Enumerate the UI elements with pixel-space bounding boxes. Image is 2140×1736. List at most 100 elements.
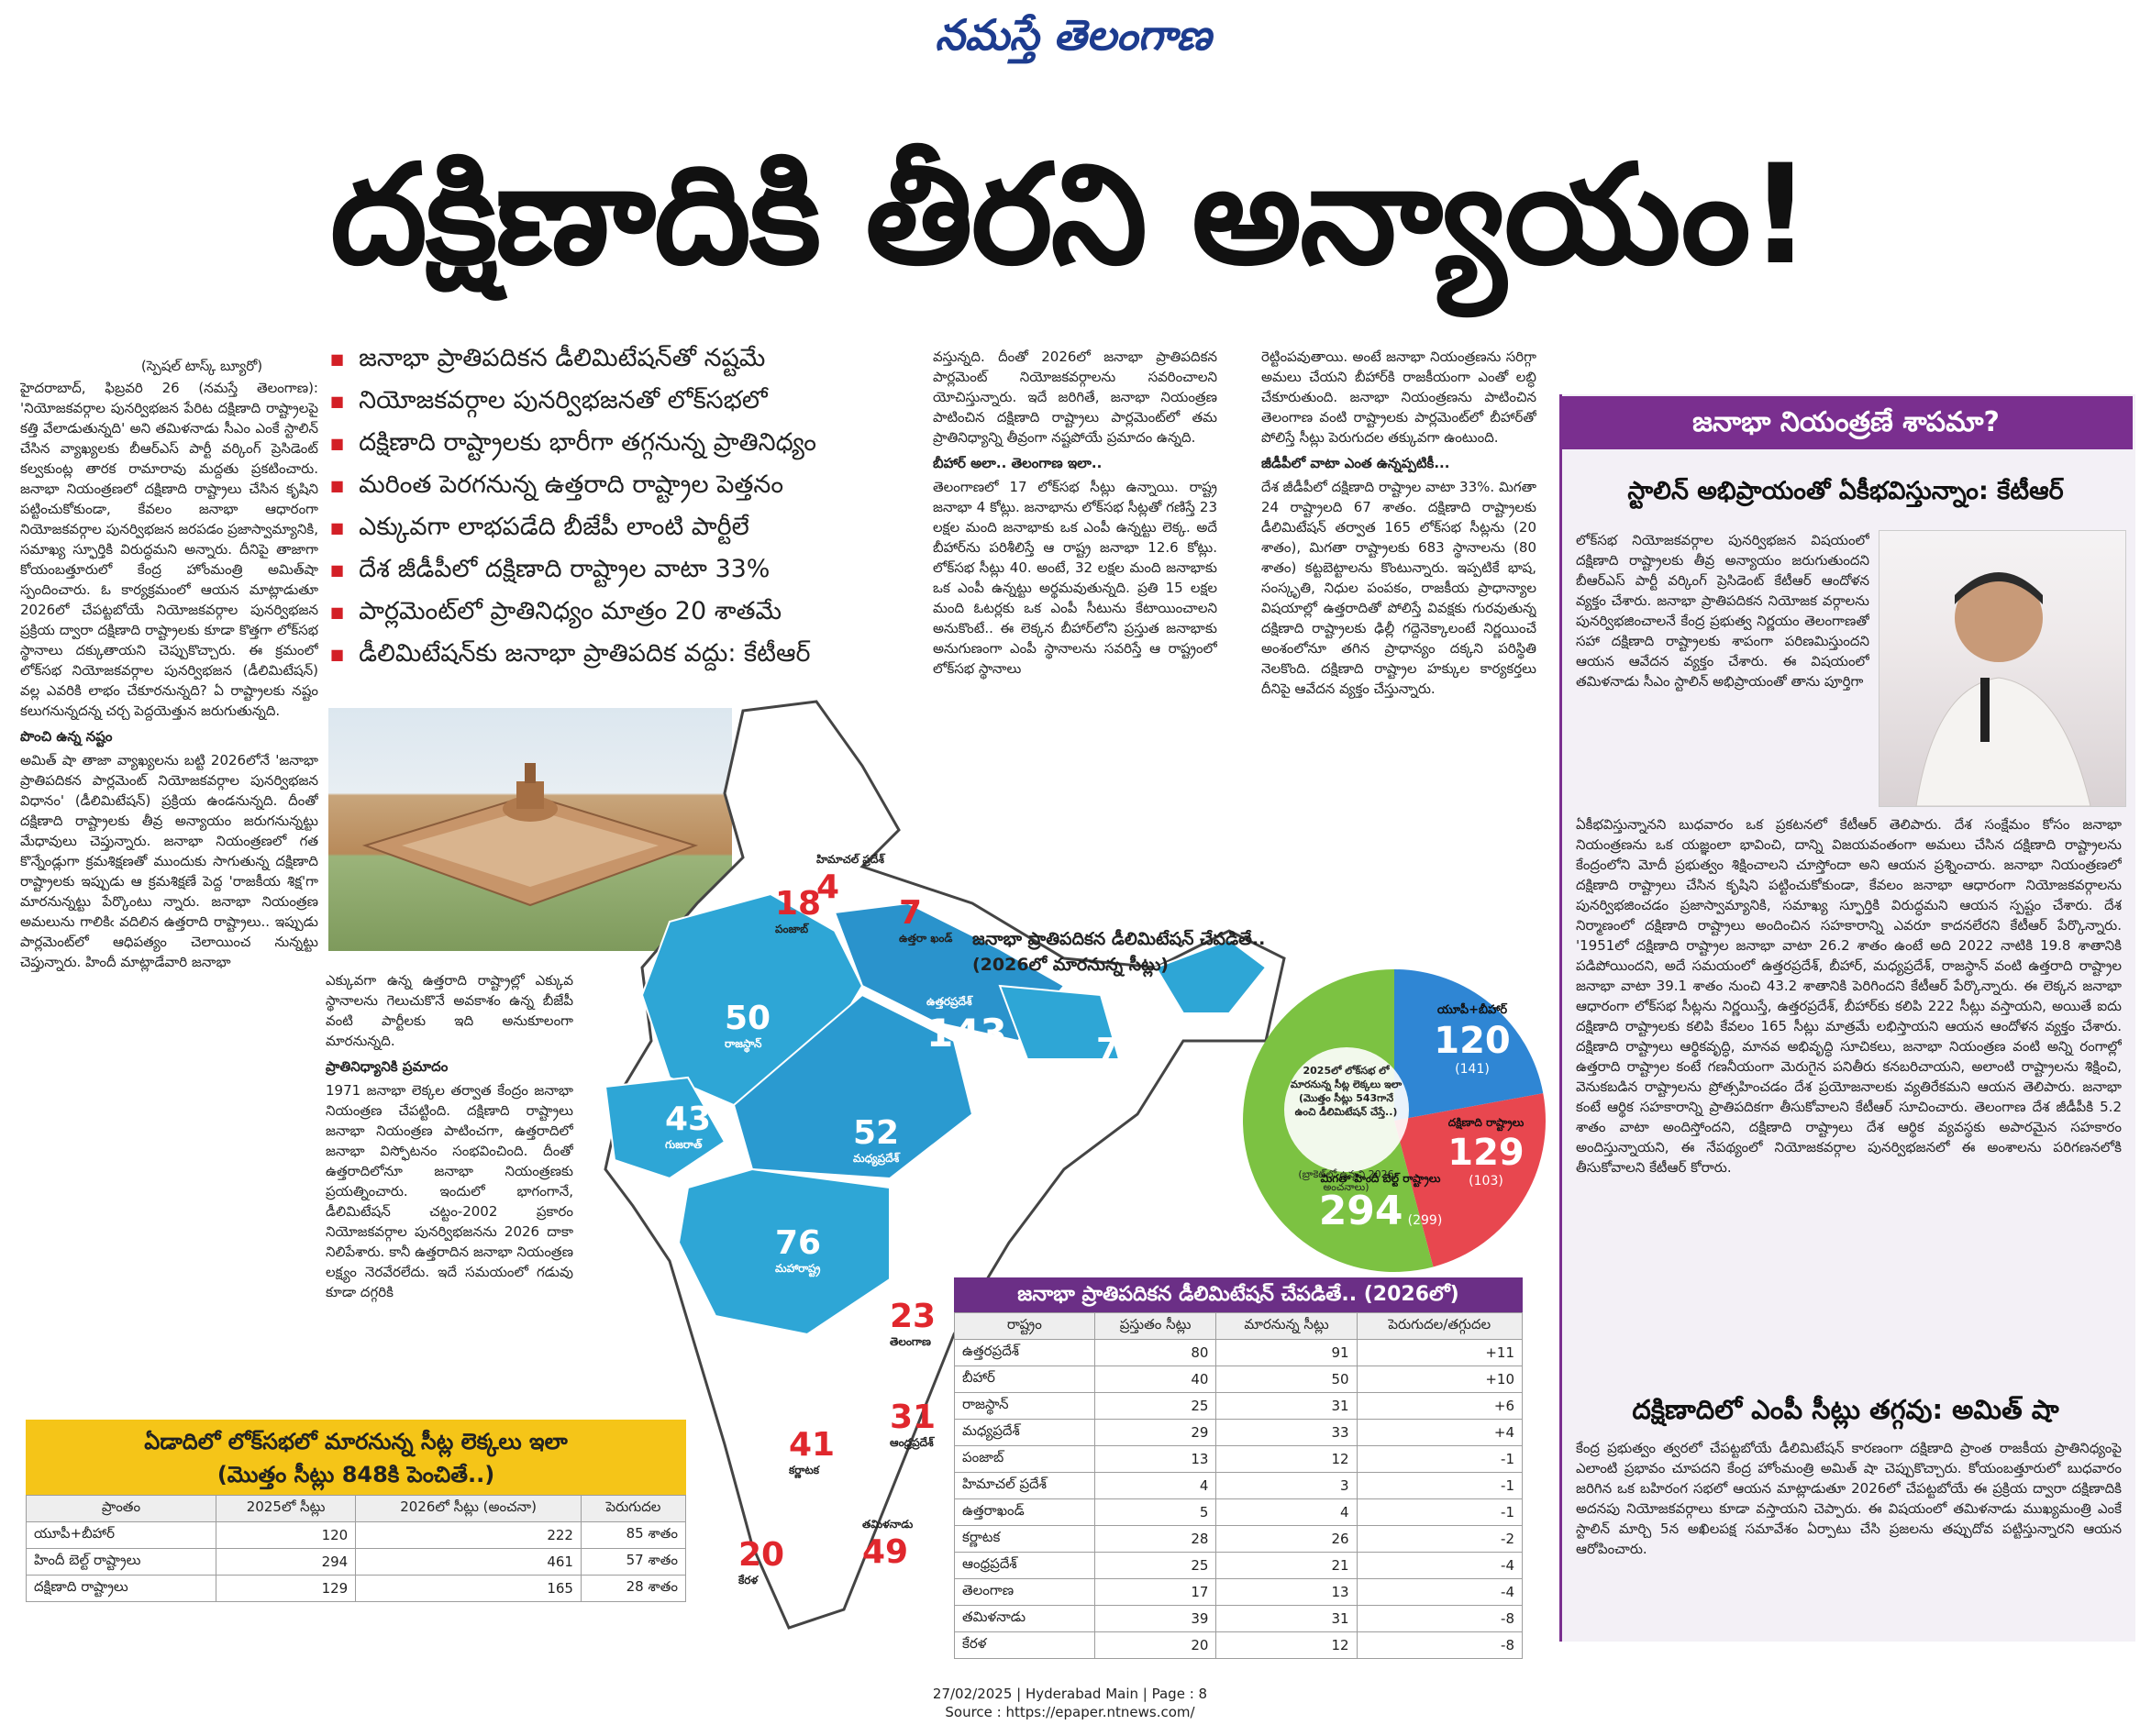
- table-row: మధ్యప్రదేశ్ 29 33 +4: [954, 1419, 1524, 1446]
- map-label-tamil-nadu: తమిళనాడు 49: [862, 1518, 913, 1571]
- table-cell: -2: [1356, 1525, 1524, 1553]
- table-cell: 20: [1093, 1631, 1217, 1659]
- table-cell: తెలంగాణ: [954, 1578, 1095, 1606]
- state-name: మహారాష్ట్ర: [775, 1262, 821, 1275]
- article-column-3: వస్తున్నది. దీంతో 2026లో జనాభా ప్రాతిపది…: [933, 347, 1217, 908]
- map-label-karnataka: 41 కర్ణాటక: [789, 1426, 835, 1479]
- table-cell: -4: [1356, 1552, 1524, 1579]
- seats-summary-title: ఏడాదిలో లోక్‌సభలో మారనున్న సీట్ల లెక్కలు…: [26, 1420, 686, 1495]
- table-row: బీహార్ 40 50 +10: [954, 1366, 1524, 1393]
- table-cell: 17: [1093, 1578, 1217, 1606]
- pie-center-note-2: (బ్రాకెట్‌లో ఉన్నవి 2026 అంచనాలు): [1298, 1168, 1394, 1193]
- table-cell: 31: [1215, 1392, 1358, 1420]
- state-seats-title: జనాభా ప్రాతిపదికన డీలిమిటేషన్ చేపడితే.. …: [954, 1277, 1523, 1312]
- highlight-item: నియోజకవర్గాల పునర్విభజనతో లోక్‌సభలో: [330, 380, 908, 422]
- column-4-subhead: జీడీపీలో వాటా ఎంత ఉన్నప్పటికీ...: [1261, 455, 1450, 471]
- table-cell: 13: [1215, 1578, 1358, 1606]
- highlight-item: పార్లమెంట్‌లో ప్రాతినిధ్యం మాత్రం 20 శాత…: [330, 591, 908, 633]
- table-cell: 85 శాతం: [580, 1521, 687, 1549]
- state-name: గుజరాత్: [665, 1138, 703, 1151]
- table-cell: హిందీ బెల్ట్ రాష్ట్రాలు: [26, 1548, 216, 1576]
- table-cell: 25: [1093, 1552, 1217, 1579]
- table-cell: ఉత్తరప్రదేశ్: [954, 1339, 1095, 1366]
- table-cell: +10: [1356, 1366, 1524, 1393]
- state-name: తెలంగాణ: [890, 1335, 931, 1348]
- segment-bracket: (299): [1407, 1213, 1443, 1228]
- table-cell: 120: [215, 1521, 357, 1549]
- pie-segment-up-bihar: [1394, 969, 1544, 1121]
- state-name: ఉత్తరప్రదేశ్: [926, 995, 972, 1008]
- table-cell: 165: [355, 1575, 582, 1602]
- map-label-kerala: 20 కేరళ: [738, 1536, 784, 1589]
- table-cell: 25: [1093, 1392, 1217, 1420]
- table-cell: -8: [1356, 1605, 1524, 1632]
- map-label-andhra-pradesh: 31 ఆంధ్రప్రదేశ్: [890, 1399, 936, 1452]
- state-name: మధ్యప్రదేశ్: [853, 1152, 900, 1165]
- table-cell: 21: [1215, 1552, 1358, 1579]
- table-cell: 5: [1093, 1498, 1217, 1526]
- column-header: పెరుగుదల/తగ్గుదల: [1356, 1312, 1524, 1340]
- sidebar-intro: లోక్‌సభ నియోజకవర్గాల పునర్విభజన విషయంలో …: [1576, 532, 1869, 690]
- table-cell: 39: [1093, 1605, 1217, 1632]
- column-3-subhead: బీహార్ అలా.. తెలంగాణ ఇలా..: [933, 455, 1103, 471]
- table-cell: 4: [1093, 1472, 1217, 1499]
- segment-label: యూపీ+బీహార్: [1436, 1003, 1508, 1017]
- table-cell: 12: [1215, 1445, 1358, 1473]
- state-seats: 79: [1096, 1032, 1143, 1069]
- segment-value: 294: [1318, 1188, 1403, 1234]
- table-cell: -1: [1356, 1472, 1524, 1499]
- map-label-uttarakhand: 7 ఉత్తరా ఖండ్: [899, 894, 952, 947]
- state-name: హిమాచల్ ప్రదేశ్: [816, 853, 884, 866]
- state-name: పంజాబ్: [775, 923, 809, 935]
- map-label-punjab: 18 పంజాబ్: [775, 885, 821, 938]
- state-seats: 7: [899, 894, 923, 932]
- table-cell: 28: [1093, 1525, 1217, 1553]
- india-map-graphic: [604, 700, 1286, 1630]
- table-cell: 57 శాతం: [580, 1548, 687, 1576]
- table-row: తమిళనాడు 39 31 -8: [954, 1605, 1524, 1632]
- table-cell: -8: [1356, 1631, 1524, 1659]
- table-cell: 33: [1215, 1419, 1358, 1446]
- table-header-row: రాష్ట్రం ప్రస్తుతం సీట్లు మారనున్న సీట్ల…: [954, 1312, 1524, 1340]
- map-label-himachal: హిమాచల్ ప్రదేశ్ 4: [816, 853, 884, 906]
- column-1-para-2: అమిత్ షా తాజా వ్యాఖ్యలను బట్టి 2026లోనే …: [20, 752, 318, 970]
- table-cell: కేరళ: [954, 1631, 1095, 1659]
- pie-center-note: 2025లో లోక్‌సభ లో మారనున్న సీట్ల లెక్కలు…: [1290, 1065, 1403, 1118]
- table-cell: పంజాబ్: [954, 1445, 1095, 1473]
- state-seats: 143: [926, 1011, 1007, 1056]
- column-2-para-2: 1971 జనాభా లెక్కల తర్వాత కేంద్రం జనాభా న…: [326, 1082, 573, 1300]
- table-cell: 4: [1215, 1498, 1358, 1526]
- ktr-photo: [1879, 530, 2126, 807]
- table-cell: 129: [215, 1575, 357, 1602]
- article-column-2: ఎక్కువగా ఉన్న ఉత్తరాది రాష్ట్రాల్లో ఎక్క…: [326, 970, 573, 1403]
- pie-label-south: దక్షిణాది రాష్ట్రాలు 129 (103): [1426, 1116, 1546, 1189]
- map-label-uttar-pradesh: ఉత్తరప్రదేశ్ 143: [926, 995, 1007, 1056]
- table-cell: 461: [355, 1548, 582, 1576]
- column-header: మారనున్న సీట్లు: [1215, 1312, 1358, 1340]
- map-label-gujarat: 43 గుజరాత్: [665, 1100, 711, 1154]
- table-row: రాజస్థాన్ 25 31 +6: [954, 1392, 1524, 1420]
- state-name: కర్ణాటక: [789, 1464, 820, 1476]
- parliament-photo: [328, 708, 732, 951]
- map-label-madhya-pradesh: 52 మధ్యప్రదేశ్: [853, 1114, 899, 1167]
- page-headline: దక్షిణాదికి తీరని అన్యాయం!: [329, 136, 1812, 295]
- table-cell: 26: [1215, 1525, 1358, 1553]
- state-seats: 50: [725, 1000, 771, 1037]
- india-map: 18 పంజాబ్ హిమాచల్ ప్రదేశ్ 4 7 ఉత్తరా ఖండ…: [587, 692, 1303, 1646]
- map-caption: జనాభా ప్రాతిపదికన డీలిమిటేషన్ చేపడితే.. …: [972, 929, 1266, 975]
- table-cell: 13: [1093, 1445, 1217, 1473]
- table-row: తెలంగాణ 17 13 -4: [954, 1578, 1524, 1606]
- state-seats: 31: [890, 1399, 937, 1436]
- segment-value: 120: [1434, 1020, 1511, 1062]
- table-row: పంజాబ్ 13 12 -1: [954, 1445, 1524, 1473]
- table-cell: బీహార్: [954, 1366, 1095, 1393]
- state-seats: 76: [775, 1224, 822, 1262]
- column-header: ప్రస్తుతం సీట్లు: [1093, 1312, 1217, 1340]
- sidebar-title: జనాభా నియంత్రణే శాపమా?: [1559, 396, 2133, 449]
- column-2-subhead: ప్రాతినిధ్యానికి ప్రమాదం: [326, 1058, 449, 1075]
- state-seats: 49: [862, 1533, 909, 1571]
- highlights-list: జనాభా ప్రాతిపదికన డీలిమిటేషన్‌తో నష్టమే …: [330, 337, 908, 695]
- column-3-para-2: తెలంగాణలో 17 లోక్‌సభ సీట్లు ఉన్నాయి. రాష…: [933, 479, 1217, 677]
- table-cell: 12: [1215, 1631, 1358, 1659]
- column-header: పెరుగుదల: [580, 1495, 687, 1522]
